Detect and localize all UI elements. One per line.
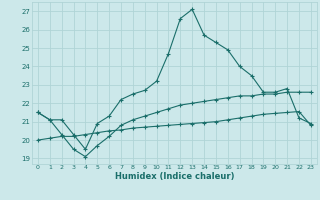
X-axis label: Humidex (Indice chaleur): Humidex (Indice chaleur): [115, 172, 234, 181]
